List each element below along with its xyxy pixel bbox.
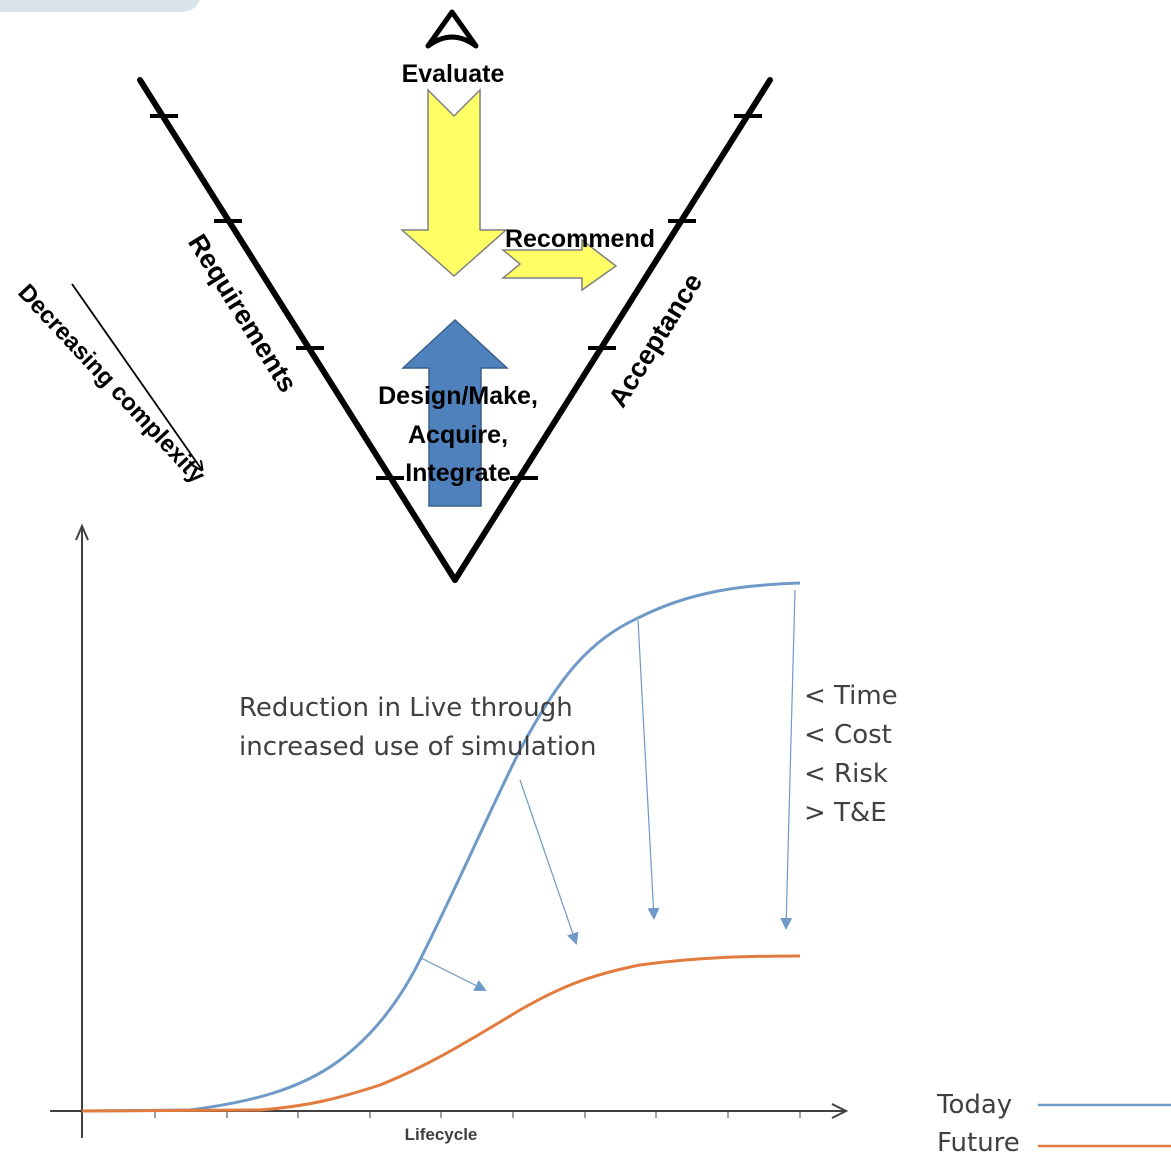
x-axis-arrowhead (831, 1103, 849, 1119)
complexity-arrow (71, 283, 202, 470)
acceptance-label: Acceptance (602, 268, 708, 412)
evaluate-label: Evaluate (402, 60, 505, 88)
x-ticks (154, 1111, 801, 1118)
v-right-arm (452, 77, 773, 583)
recommend-label: Recommend (505, 225, 655, 253)
y-axis-arrowhead (75, 523, 89, 541)
legend-today-label: Today (936, 1090, 1012, 1120)
benefit-te: > T&E (804, 798, 887, 828)
corner-tab (0, 0, 200, 12)
legend: Today Future (936, 1090, 1171, 1155)
today-curve (81, 581, 801, 1113)
reduction-arrow (519, 779, 579, 945)
x-axis-label: Lifecycle (405, 1125, 478, 1144)
reduction-arrow (780, 589, 796, 930)
eye-icon (425, 9, 479, 49)
design-arrow (401, 318, 509, 507)
recommend-arrow (500, 238, 618, 292)
decreasing-complexity-label: Decreasing complexity (12, 279, 210, 489)
annotation-line2: increased use of simulation (239, 732, 597, 762)
evaluate-arrow (400, 88, 508, 278)
benefit-time: < Time (804, 681, 898, 711)
legend-future-label: Future (937, 1128, 1020, 1155)
design-label-line1: Design/Make, (378, 382, 538, 410)
v-left-arm (137, 77, 458, 583)
v-shape (137, 77, 773, 583)
reduction-arrow (420, 957, 487, 991)
future-curve (81, 954, 801, 1113)
reduction-arrow (637, 619, 660, 920)
annotation-line1: Reduction in Live through (239, 693, 573, 723)
design-label-line2: Acquire, (408, 421, 508, 449)
curve-chart: Lifecycle Reduction in Live through incr… (50, 523, 1171, 1155)
benefit-cost: < Cost (804, 720, 892, 750)
benefit-risk: < Risk (804, 759, 888, 789)
design-label-line3: Integrate (405, 459, 511, 487)
